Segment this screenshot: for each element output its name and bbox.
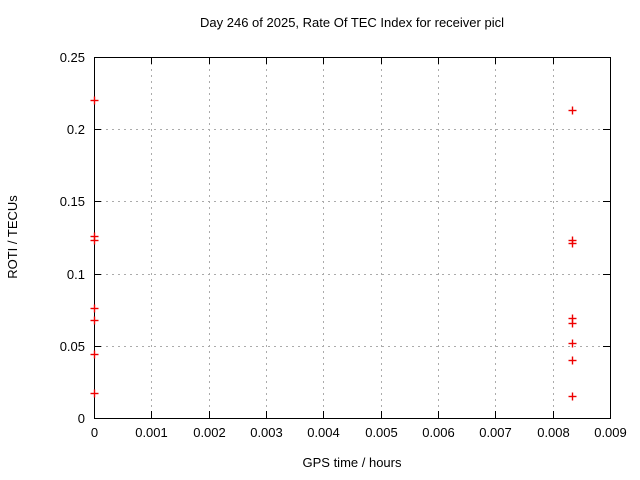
data-point-marker (568, 392, 577, 401)
data-point-marker (568, 356, 577, 365)
data-point-marker (90, 316, 99, 325)
y-tick-label: 0.2 (67, 122, 85, 137)
data-series-roti (90, 96, 577, 401)
x-tick-label: 0.003 (250, 425, 283, 440)
x-tick-label: 0.008 (537, 425, 570, 440)
data-point-marker (90, 236, 99, 245)
data-point-marker (90, 389, 99, 398)
plot-border (94, 57, 611, 419)
x-tick-label: 0.009 (594, 425, 627, 440)
y-tick-label: 0 (78, 411, 85, 426)
x-tick-label: 0.006 (422, 425, 455, 440)
data-point-marker (90, 350, 99, 359)
y-tick-label: 0.15 (60, 194, 85, 209)
y-tick-label: 0.1 (67, 267, 85, 282)
x-tick-label: 0.004 (307, 425, 340, 440)
tick-label-layer: 0 0.001 0.002 0.003 0.004 0.005 0.006 0.007 0.00… (60, 50, 627, 440)
chart-title: Day 246 of 2025, Rate Of TEC Index for r… (200, 15, 504, 30)
grid-layer (94, 57, 611, 419)
x-axis-label: GPS time / hours (303, 455, 402, 470)
x-tick-label: 0 (91, 425, 98, 440)
data-point-marker (90, 304, 99, 313)
y-axis-label: ROTI / TECUs (5, 195, 20, 279)
x-tick-label: 0.007 (479, 425, 512, 440)
y-tick-label: 0.05 (60, 339, 85, 354)
data-point-marker (568, 339, 577, 348)
x-tick-label: 0.001 (135, 425, 168, 440)
tick-layer (94, 57, 611, 419)
x-tick-label: 0.002 (193, 425, 226, 440)
x-tick-label: 0.005 (365, 425, 398, 440)
data-point-marker (568, 106, 577, 115)
y-tick-label: 0.25 (60, 50, 85, 65)
data-point-marker (90, 96, 99, 105)
data-point-marker (568, 239, 577, 248)
data-point-marker (568, 319, 577, 328)
